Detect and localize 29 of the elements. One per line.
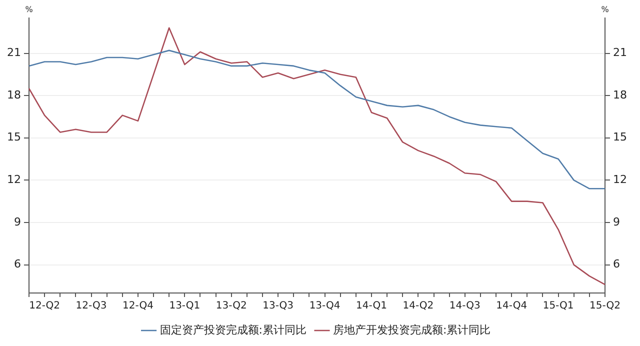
x-tick-label: 14-Q4 [496,300,528,312]
legend-label: 房地产开发投资完成额:累计同比 [333,323,491,336]
x-tick-label: 13-Q3 [262,300,294,312]
y2-tick-label: 12 [613,173,628,186]
y-tick-label: 6 [14,258,21,271]
y2-tick-label: 15 [613,130,628,144]
x-tick-label: 14-Q1 [356,300,387,312]
y2-tick-label: 21 [613,46,628,60]
y-tick-label: 18 [6,88,21,102]
x-tick-label: 12-Q4 [122,300,154,312]
y2-tick-label: 18 [613,88,628,102]
legend-label: 固定资产投资完成额:累计同比 [160,323,307,336]
x-tick-label: 14-Q3 [449,300,480,312]
x-tick-label: 15-Q1 [542,300,574,312]
y2-axis-title: % [601,5,610,14]
y2-tick-label: 6 [613,258,620,271]
x-tick-label: 12-Q3 [76,300,107,312]
x-tick-label: 13-Q4 [309,300,340,312]
x-tick-label: 13-Q1 [169,300,200,312]
y-tick-label: 9 [14,215,21,228]
y-tick-label: 12 [6,173,21,186]
y-tick-label: 15 [6,130,21,144]
y-tick-label: 21 [6,46,21,60]
x-tick-label: 12-Q2 [29,300,60,312]
x-tick-label: 13-Q2 [216,300,247,312]
y2-tick-label: 9 [613,215,620,228]
y-axis-title: % [25,5,34,14]
x-tick-label: 15-Q2 [590,300,620,312]
x-tick-label: 14-Q2 [402,300,434,312]
